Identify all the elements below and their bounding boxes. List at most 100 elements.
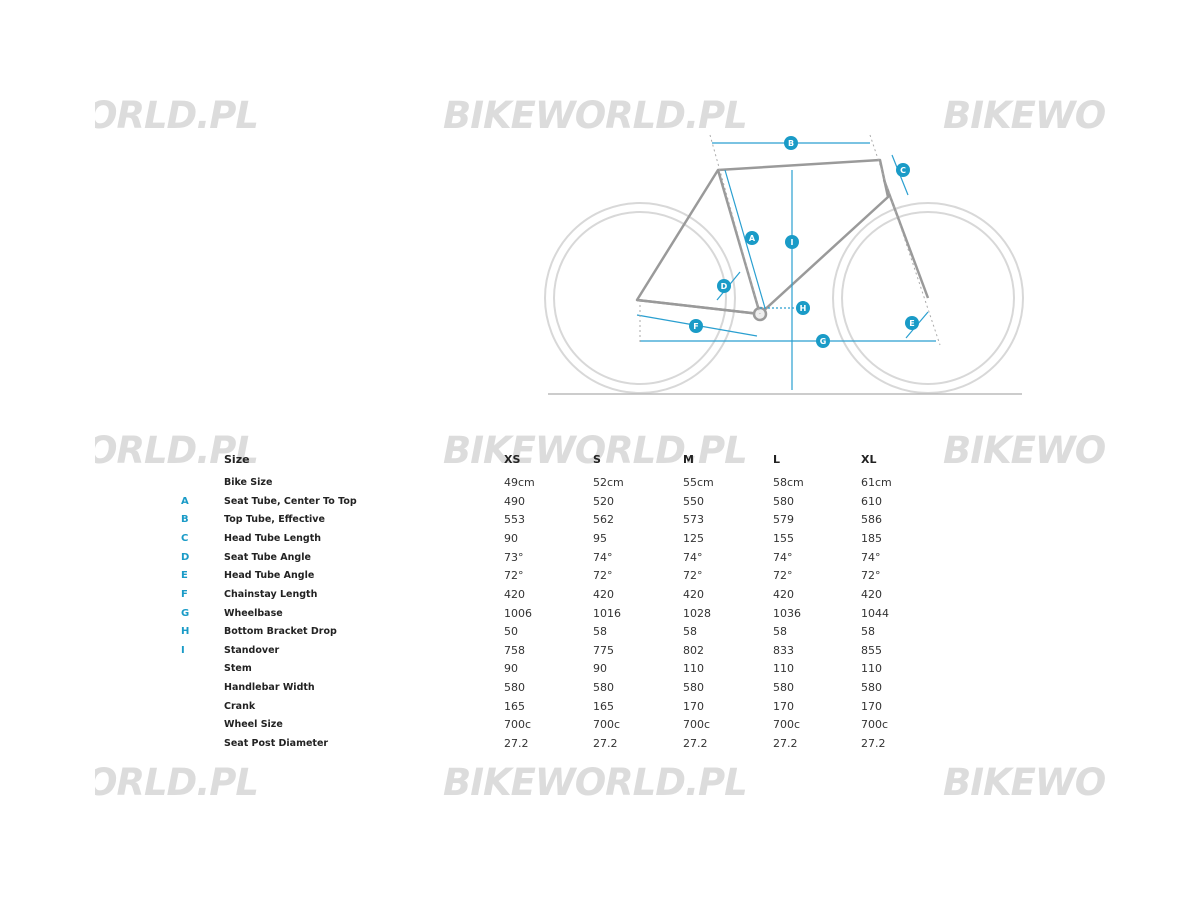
row-key: D	[181, 551, 190, 563]
marker-dot	[689, 319, 703, 333]
row-label: Seat Tube Angle	[224, 551, 311, 563]
value-cell: 553	[504, 513, 525, 527]
value-cell: 90	[593, 662, 607, 676]
value-cell: 58	[773, 625, 787, 639]
value-cell: 74°	[593, 550, 613, 564]
value-cell: 27.2	[773, 737, 798, 750]
marker-dot	[905, 316, 919, 330]
value-cell: 562	[593, 513, 614, 527]
value-cell: 55cm	[683, 476, 714, 489]
value-cell: 74°	[683, 550, 703, 564]
watermark: BIKEWORLD.PL	[943, 760, 1105, 804]
value-cell: 61cm	[861, 476, 892, 489]
marker-dot	[785, 235, 799, 249]
value-cell: 72°	[773, 569, 793, 583]
row-key: H	[181, 626, 190, 638]
marker-label: D	[721, 282, 728, 291]
row-label: Bike Size	[224, 477, 273, 488]
value-cell: 27.2	[683, 737, 708, 750]
marker-dot	[784, 136, 798, 150]
marker-dot	[816, 334, 830, 348]
value-cell: 550	[683, 494, 704, 508]
row-label: Top Tube, Effective	[224, 514, 325, 526]
row-label: Bottom Bracket Drop	[224, 626, 337, 638]
marker-label: G	[820, 337, 827, 346]
row-label: Stem	[224, 663, 252, 675]
marker-label: F	[693, 322, 698, 331]
value-cell: 110	[773, 662, 794, 676]
row-key: A	[181, 495, 189, 507]
value-cell: 420	[773, 587, 794, 601]
watermark: BIKEWORLD.PL	[95, 93, 258, 137]
value-cell: 90	[504, 531, 518, 545]
value-cell: 27.2	[861, 737, 886, 750]
value-cell: 165	[504, 699, 525, 713]
value-cell: 700c	[773, 718, 801, 732]
row-label: Head Tube Length	[224, 532, 322, 544]
value-cell: 58	[593, 625, 607, 639]
header-cell: XL	[861, 453, 877, 466]
row-key: F	[181, 588, 188, 600]
watermark: BIKEWORLD.PL	[443, 760, 748, 804]
marker-label: C	[900, 166, 906, 175]
row-label: Handlebar Width	[224, 682, 315, 694]
watermark: BIKEWORLD.PL	[943, 93, 1105, 137]
value-cell: 1036	[773, 606, 801, 620]
value-cell: 72°	[593, 569, 613, 583]
value-cell: 610	[861, 494, 882, 508]
value-cell: 74°	[773, 550, 793, 564]
value-cell: 1016	[593, 606, 621, 620]
marker-dot	[796, 301, 810, 315]
value-cell: 520	[593, 494, 614, 508]
value-cell: 580	[861, 681, 882, 695]
value-cell: 72°	[861, 569, 881, 583]
value-cell: 49cm	[504, 476, 535, 489]
row-key: I	[181, 644, 185, 656]
watermark: BIKEWORLD.PL	[95, 760, 258, 804]
row-label: Seat Post Diameter	[224, 738, 329, 749]
value-cell: 50	[504, 625, 518, 639]
marker-dot	[745, 231, 759, 245]
marker-label: E	[909, 319, 914, 328]
value-cell: 586	[861, 513, 882, 527]
value-cell: 700c	[683, 718, 711, 732]
watermark: BIKEWORLD.PL	[95, 428, 258, 472]
value-cell: 58	[861, 625, 875, 639]
value-cell: 110	[683, 662, 704, 676]
value-cell: 27.2	[504, 737, 529, 750]
value-cell: 170	[683, 699, 704, 713]
value-cell: 700c	[593, 718, 621, 732]
header-cell: Size	[224, 453, 250, 466]
value-cell: 27.2	[593, 737, 618, 750]
value-cell: 125	[683, 531, 704, 545]
marker-dot	[717, 279, 731, 293]
marker-dot	[896, 163, 910, 177]
header-cell: S	[593, 453, 601, 466]
value-cell: 420	[683, 587, 704, 601]
value-cell: 72°	[504, 569, 524, 583]
row-label: Standover	[224, 644, 280, 656]
marker-label: I	[791, 238, 794, 247]
row-label: Seat Tube, Center To Top	[224, 495, 357, 507]
value-cell: 1006	[504, 606, 532, 620]
watermark: BIKEWORLD.PL	[943, 428, 1105, 472]
value-cell: 110	[861, 662, 882, 676]
value-cell: 73°	[504, 550, 524, 564]
row-key: C	[181, 532, 189, 544]
value-cell: 580	[683, 681, 704, 695]
value-cell: 580	[773, 681, 794, 695]
value-cell: 90	[504, 662, 518, 676]
value-cell: 74°	[861, 550, 881, 564]
header-cell: L	[773, 453, 781, 466]
value-cell: 95	[593, 531, 607, 545]
row-label: Wheelbase	[224, 607, 283, 619]
value-cell: 420	[504, 587, 525, 601]
value-cell: 1044	[861, 606, 889, 620]
value-cell: 420	[593, 587, 614, 601]
row-label: Head Tube Angle	[224, 570, 315, 582]
row-key: B	[181, 514, 189, 526]
value-cell: 52cm	[593, 476, 624, 489]
value-cell: 573	[683, 513, 704, 527]
